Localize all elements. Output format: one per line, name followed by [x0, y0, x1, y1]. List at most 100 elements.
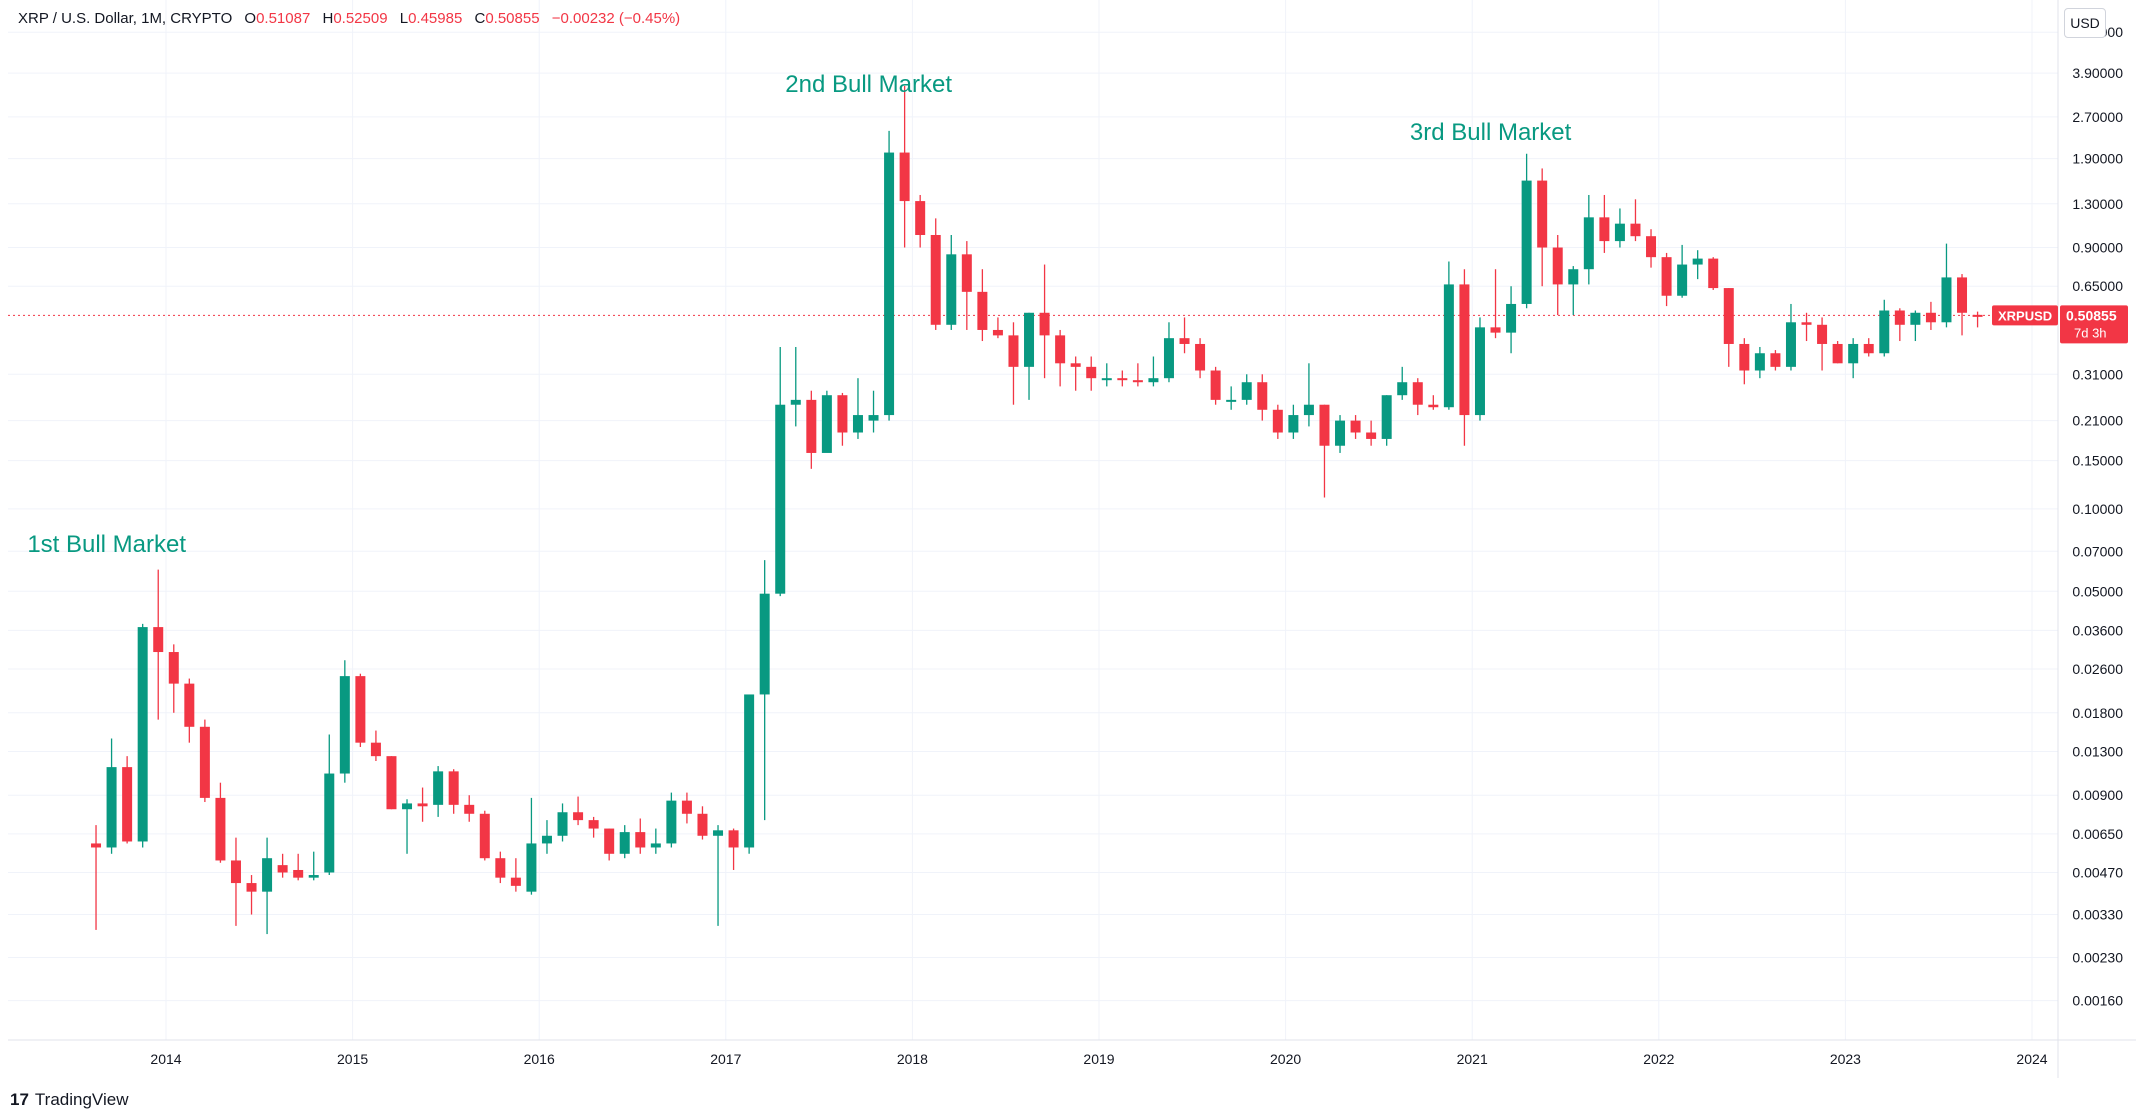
candle[interactable]: [1366, 420, 1377, 446]
candle[interactable]: [448, 769, 459, 814]
candle[interactable]: [495, 851, 506, 884]
candle[interactable]: [1568, 266, 1579, 316]
symbol-title[interactable]: XRP / U.S. Dollar, 1M, CRYPTO: [18, 10, 233, 27]
candle[interactable]: [1008, 322, 1019, 405]
candle[interactable]: [884, 130, 895, 421]
candle[interactable]: [91, 825, 102, 930]
candle[interactable]: [433, 766, 444, 817]
candle[interactable]: [557, 803, 568, 842]
candle[interactable]: [1506, 286, 1517, 354]
candle[interactable]: [1817, 317, 1828, 371]
candle[interactable]: [1070, 356, 1081, 391]
candle[interactable]: [775, 346, 786, 597]
time-axis[interactable]: 2014 2015 2016 2017 2018 2019 2020 2021 2022 2023…: [150, 1051, 2047, 1067]
candle[interactable]: [1226, 386, 1237, 410]
candle[interactable]: [1195, 338, 1206, 379]
candle[interactable]: [821, 390, 832, 453]
candle[interactable]: [1692, 250, 1703, 280]
candle[interactable]: [852, 378, 863, 439]
candle[interactable]: [1335, 415, 1346, 453]
candle[interactable]: [199, 719, 210, 803]
candle[interactable]: [1894, 308, 1905, 342]
candle[interactable]: [215, 782, 226, 863]
candle[interactable]: [1163, 322, 1174, 383]
candle[interactable]: [1537, 168, 1548, 287]
candle[interactable]: [1241, 374, 1252, 405]
candle[interactable]: [681, 792, 692, 824]
candle[interactable]: [744, 694, 755, 854]
candle[interactable]: [1148, 356, 1159, 387]
candle[interactable]: [1739, 338, 1750, 385]
candle[interactable]: [324, 734, 335, 876]
candle[interactable]: [1443, 261, 1454, 410]
candle[interactable]: [1474, 317, 1485, 421]
candle[interactable]: [464, 795, 475, 822]
candle[interactable]: [1583, 194, 1594, 285]
candle[interactable]: [806, 390, 817, 469]
candle[interactable]: [1459, 269, 1470, 446]
candle[interactable]: [137, 623, 148, 848]
candle[interactable]: [355, 673, 366, 747]
candle[interactable]: [868, 390, 879, 433]
candle[interactable]: [1412, 378, 1423, 416]
candle[interactable]: [790, 346, 801, 427]
candle[interactable]: [1101, 363, 1112, 387]
candle[interactable]: [1552, 234, 1563, 316]
candle[interactable]: [1350, 415, 1361, 439]
candle[interactable]: [1490, 269, 1501, 339]
candle[interactable]: [370, 730, 381, 762]
candle[interactable]: [417, 787, 428, 822]
currency-button[interactable]: USD: [2064, 8, 2106, 38]
candle[interactable]: [1132, 363, 1143, 387]
candle[interactable]: [1210, 366, 1221, 405]
candle[interactable]: [168, 644, 179, 713]
candle[interactable]: [961, 241, 972, 330]
candle[interactable]: [697, 806, 708, 840]
candle[interactable]: [510, 858, 521, 892]
candle[interactable]: [386, 756, 397, 810]
candle[interactable]: [1972, 311, 1983, 328]
candle[interactable]: [262, 837, 273, 935]
candle[interactable]: [1179, 317, 1190, 354]
candle[interactable]: [1925, 301, 1936, 330]
candle[interactable]: [899, 86, 910, 248]
candle[interactable]: [1055, 329, 1066, 387]
candle[interactable]: [479, 810, 490, 861]
candle[interactable]: [915, 194, 926, 248]
candle[interactable]: [293, 853, 304, 881]
candle[interactable]: [1521, 153, 1532, 309]
candle[interactable]: [1723, 288, 1734, 367]
candle[interactable]: [588, 816, 599, 838]
candle[interactable]: [1646, 229, 1657, 268]
candle[interactable]: [1863, 338, 1874, 357]
candle[interactable]: [635, 818, 646, 854]
candle[interactable]: [1288, 404, 1299, 439]
candle[interactable]: [728, 828, 739, 870]
candle[interactable]: [650, 828, 661, 854]
candle[interactable]: [1770, 350, 1781, 371]
candle[interactable]: [1910, 310, 1921, 342]
candle[interactable]: [1661, 252, 1672, 307]
candle[interactable]: [1024, 312, 1035, 400]
candle[interactable]: [1708, 257, 1719, 290]
tradingview-brand[interactable]: 17 TradingView: [10, 1090, 128, 1110]
candle[interactable]: [184, 678, 195, 743]
candle[interactable]: [666, 792, 677, 848]
candle[interactable]: [1785, 303, 1796, 371]
candle[interactable]: [106, 738, 117, 854]
candle[interactable]: [1599, 194, 1610, 253]
candle[interactable]: [1879, 299, 1890, 357]
candle[interactable]: [1303, 363, 1314, 427]
candle[interactable]: [1428, 395, 1439, 410]
candle[interactable]: [759, 560, 770, 821]
candle[interactable]: [339, 660, 350, 783]
candle[interactable]: [1941, 243, 1952, 328]
candle[interactable]: [1319, 404, 1330, 498]
candle[interactable]: [526, 797, 537, 895]
candle[interactable]: [977, 269, 988, 342]
candle[interactable]: [1117, 370, 1128, 387]
candle[interactable]: [992, 317, 1003, 339]
candle[interactable]: [1257, 374, 1268, 421]
candle[interactable]: [402, 799, 413, 854]
candle[interactable]: [277, 853, 288, 878]
